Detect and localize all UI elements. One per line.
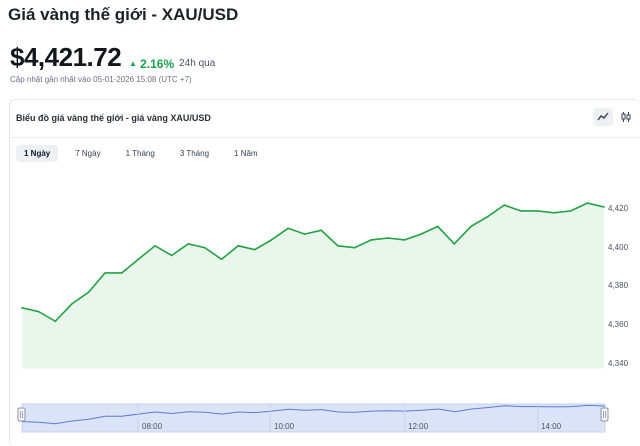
price-line bbox=[21, 202, 605, 323]
price-point bbox=[87, 291, 90, 294]
price-points bbox=[21, 202, 605, 323]
range-3-months[interactable]: 3 Tháng bbox=[179, 149, 210, 158]
price-point bbox=[270, 239, 273, 241]
chart-title: Biểu đồ giá vàng thế giới - giá vàng XAU… bbox=[16, 113, 211, 123]
price-point bbox=[54, 320, 57, 323]
chart-type-toggles bbox=[593, 108, 636, 126]
navigator[interactable]: 08:00 10:00 12:00 14:00 bbox=[17, 403, 609, 433]
price-point bbox=[104, 272, 106, 274]
candlestick-chart-toggle[interactable] bbox=[616, 108, 636, 126]
range-1-year[interactable]: 1 Năm bbox=[234, 149, 258, 158]
range-1-day[interactable]: 1 Ngày bbox=[16, 145, 59, 162]
price-point bbox=[453, 243, 456, 245]
range-7-days[interactable]: 7 Ngày bbox=[75, 149, 101, 158]
price-change: ▲ 2.16% bbox=[129, 57, 174, 71]
price-point bbox=[237, 245, 239, 247]
navigator-grid bbox=[137, 404, 539, 432]
price-point bbox=[403, 239, 406, 241]
card-divider bbox=[10, 137, 640, 138]
price-point bbox=[254, 248, 256, 251]
price-point bbox=[503, 204, 506, 206]
price-point bbox=[536, 210, 539, 212]
price-point bbox=[137, 258, 140, 261]
price-point bbox=[154, 245, 156, 247]
price-point bbox=[470, 225, 472, 228]
up-arrow-icon: ▲ bbox=[129, 59, 138, 68]
range-selector: 1 Ngày 7 Ngày 1 Tháng 3 Tháng 1 Năm bbox=[16, 145, 275, 162]
price-point bbox=[170, 254, 173, 257]
navigator-time-label: 10:00 bbox=[274, 422, 295, 431]
line-chart-toggle[interactable] bbox=[593, 108, 613, 126]
price-point bbox=[121, 272, 123, 274]
price-row: $4,421.72 ▲ 2.16% 24h qua bbox=[10, 42, 215, 73]
price-point bbox=[303, 233, 306, 235]
price-point bbox=[353, 246, 356, 249]
navigator-time-label: 14:00 bbox=[541, 422, 562, 431]
price-point bbox=[320, 229, 323, 232]
line-chart-icon bbox=[597, 112, 609, 121]
price-point bbox=[520, 210, 522, 212]
page-title: Giá vàng thế giới - XAU/USD bbox=[8, 5, 239, 24]
price-point bbox=[337, 245, 339, 247]
price-point bbox=[420, 233, 422, 235]
price-area-fill bbox=[22, 203, 604, 368]
price-point bbox=[436, 225, 439, 228]
price-point bbox=[569, 210, 572, 212]
y-tick-label: 4,420 bbox=[608, 204, 629, 213]
price-point bbox=[387, 237, 389, 239]
last-updated: Cập nhật gần nhất vào 05-01-2026 15:08 (… bbox=[10, 75, 192, 84]
y-tick-label: 4,340 bbox=[608, 359, 629, 368]
price-point bbox=[603, 206, 605, 208]
navigator-time-label: 12:00 bbox=[408, 422, 429, 431]
price-point bbox=[370, 239, 373, 241]
price-point bbox=[37, 310, 40, 313]
price-point bbox=[187, 243, 190, 245]
change-period: 24h qua bbox=[179, 58, 216, 69]
navigator-right-handle[interactable] bbox=[600, 407, 609, 422]
navigator-window[interactable] bbox=[21, 403, 606, 433]
y-tick-label: 4,380 bbox=[608, 281, 629, 290]
change-percent: 2.16% bbox=[140, 56, 175, 71]
price-point bbox=[586, 202, 589, 204]
navigator-time-label: 08:00 bbox=[142, 422, 163, 431]
price-point bbox=[71, 303, 73, 305]
navigator-left-handle[interactable] bbox=[17, 407, 26, 422]
price-point bbox=[287, 227, 289, 230]
price-point bbox=[486, 215, 489, 218]
price-point bbox=[204, 246, 206, 249]
price-point bbox=[220, 258, 223, 261]
y-tick-label: 4,360 bbox=[608, 320, 629, 329]
navigator-line bbox=[21, 404, 606, 425]
range-1-month[interactable]: 1 Tháng bbox=[125, 149, 155, 158]
price-point bbox=[553, 212, 555, 214]
candlestick-chart-icon bbox=[621, 112, 631, 122]
y-axis: 4,420 4,400 4,380 4,360 4,340 bbox=[608, 204, 629, 368]
y-tick-label: 4,400 bbox=[608, 243, 629, 252]
price-point bbox=[21, 307, 23, 309]
current-price: $4,421.72 bbox=[10, 42, 122, 72]
